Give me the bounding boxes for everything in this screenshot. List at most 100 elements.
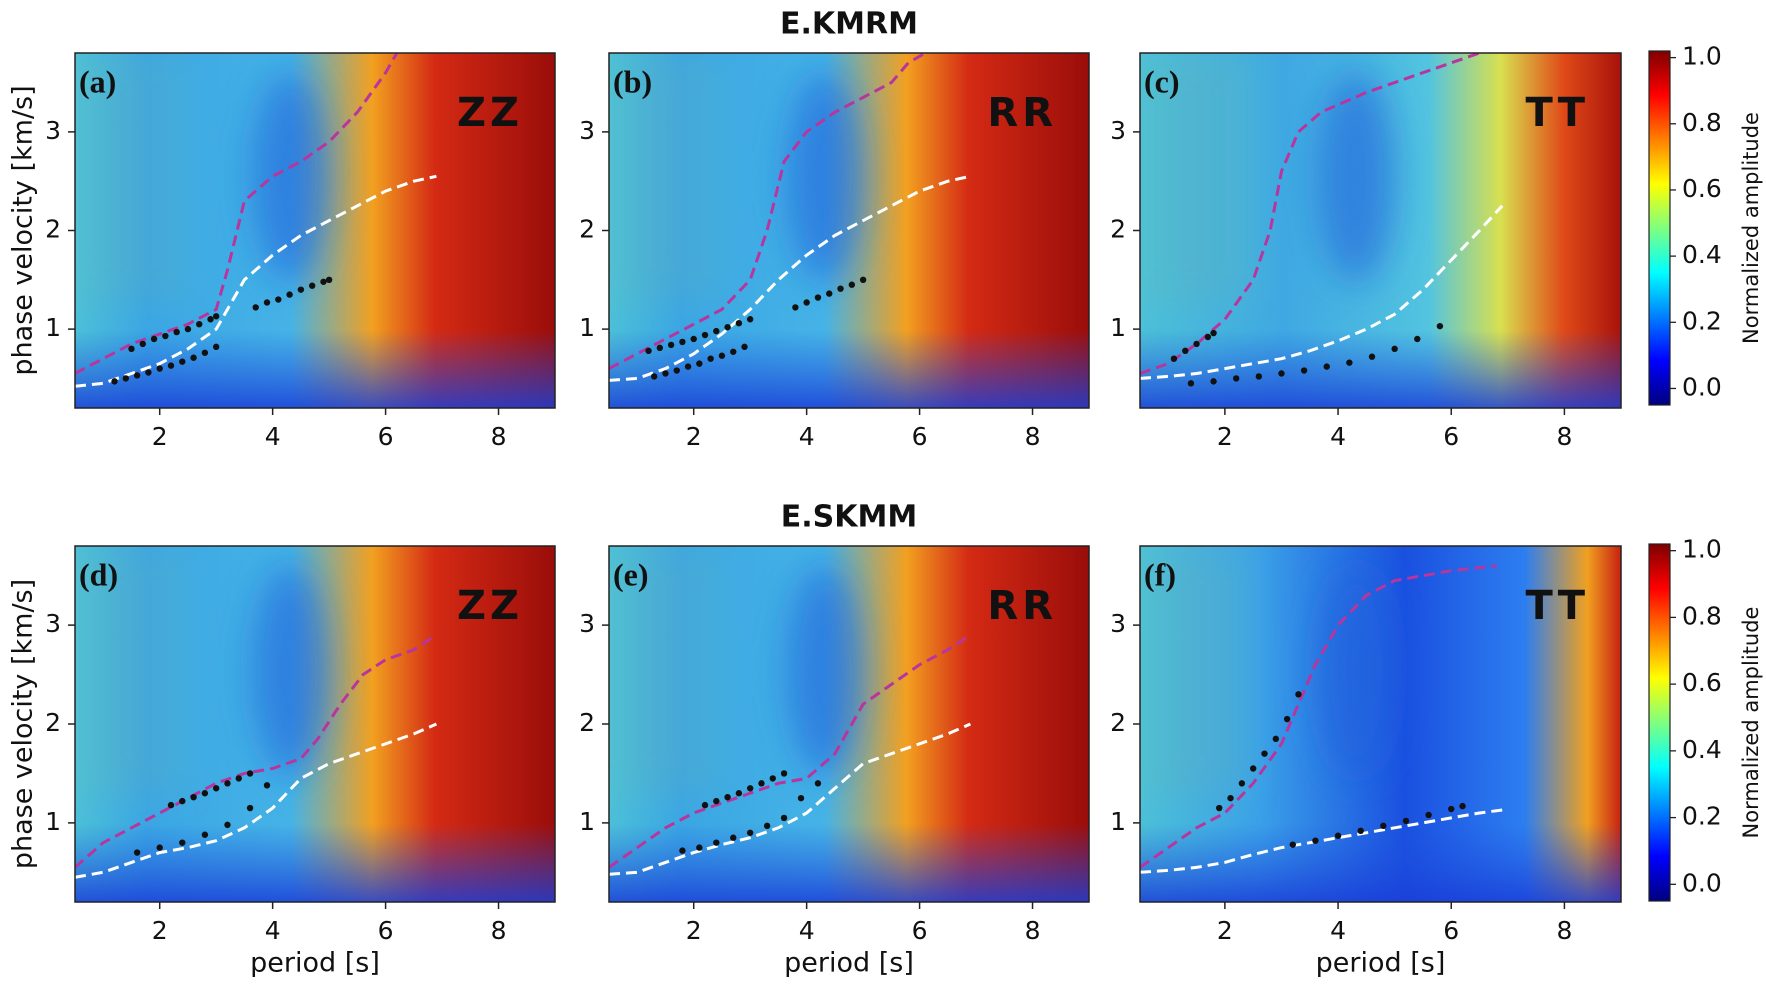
colorbar-tick-label: 0.6 [1682,174,1722,203]
heatmap-streak [786,70,864,284]
pick-dot [111,378,118,385]
y-tick-label: 1 [1110,313,1126,342]
pick-dot [1368,353,1376,360]
pick-dot [679,847,686,854]
colorbar-label: Normalized amplitude [1739,112,1763,344]
pick-dot [859,276,867,284]
heatmap-streak [1317,70,1395,284]
pick-dot [1255,373,1263,380]
colorbar-tick-label: 0.0 [1682,372,1722,401]
heatmap-streak [689,53,695,302]
heatmap-texture [1150,53,1395,302]
heatmap-texture [1150,546,1395,796]
x-tick-label: 6 [378,422,394,451]
panel [75,546,555,902]
heatmap-streak [127,546,133,796]
pick-dot [701,331,709,339]
heatmap-streak [661,546,667,796]
pick-dot [1249,765,1257,772]
pick-dot [1436,322,1444,330]
pick-dot [263,782,271,789]
component-label: ZZ [457,583,523,629]
pick-dot [826,290,833,297]
pick-dot [724,793,731,801]
colorbar-tick-label: 1.0 [1682,42,1722,71]
heatmap-streak [1178,546,1184,796]
x-tick-label: 6 [1443,422,1459,451]
x-tick-label: 4 [265,916,281,945]
pick-dot [297,286,305,293]
heatmap-streak [1317,563,1395,778]
pick-dot [1323,363,1330,370]
pick-dot [684,363,692,370]
component-label: RR [987,90,1057,136]
x-tick-label: 8 [1025,916,1041,945]
heatmap-streak [1164,546,1170,796]
x-tick-label: 4 [265,422,281,451]
pick-dot [167,362,175,369]
heatmap-floor [1140,329,1621,408]
pick-dot [814,294,822,301]
heatmap-streak [661,53,667,302]
heatmap-streak [252,563,330,778]
y-tick-label: 2 [579,708,595,737]
heatmap-streak [675,546,681,796]
pick-dot [224,780,231,787]
colorbar [1648,543,1671,902]
pick-dot [1182,347,1189,355]
pick-dot [797,794,805,802]
pick-dot [145,369,152,376]
y-tick-label: 1 [579,807,595,836]
pick-dot [162,332,169,340]
x-tick-label: 8 [1556,916,1572,945]
pick-dot [252,304,259,311]
pick-dot [275,296,282,303]
dispersion-curve [1140,204,1504,380]
pick-dot [246,770,254,777]
y-tick-label: 3 [45,116,61,145]
pick-dot [201,790,209,797]
y-tick-label: 2 [579,215,595,244]
dispersion-curve [1140,564,1497,869]
pick-dot [701,801,709,809]
pick-dot [1334,832,1342,839]
heatmap-streak [155,53,161,302]
y-tick-label: 3 [45,609,61,638]
pick-dot [1233,375,1240,382]
pick-dot [1210,329,1217,337]
pick-dot [128,345,135,353]
heatmap-streak [113,53,119,302]
dispersion-curve [1140,53,1480,375]
pick-dot [190,354,197,361]
heatmap-streak [169,53,175,302]
pick-dot [735,319,743,327]
pick-dot [173,328,180,336]
heatmap-streak [113,546,119,796]
pick-dot [792,304,799,311]
dispersion-curve [1140,808,1503,874]
pick-dot [718,352,726,359]
x-tick-label: 6 [1443,916,1459,945]
heatmap-streak [169,546,175,796]
pick-dot [212,785,220,792]
heatmap-texture [85,546,330,796]
panel [1140,546,1621,902]
pick-dot [1380,822,1387,830]
y-axis-label: phase velocity [km/s] [8,579,39,869]
colorbar-tick-label: 0.8 [1682,108,1722,137]
pick-dot [730,834,737,841]
heatmap-streak [141,546,147,796]
pick-dot [1357,827,1364,834]
heatmap-streak [1164,53,1170,302]
heatmap-texture [619,546,864,796]
dispersion-curve [75,633,438,869]
x-tick-label: 2 [686,422,702,451]
pick-dot [1283,715,1291,723]
heatmap-floor [75,329,555,408]
dispersion-curve [609,53,926,370]
y-tick-label: 2 [1110,215,1126,244]
pick-dot [246,804,254,812]
pick-dot [212,343,220,351]
component-label: TT [1526,583,1590,629]
